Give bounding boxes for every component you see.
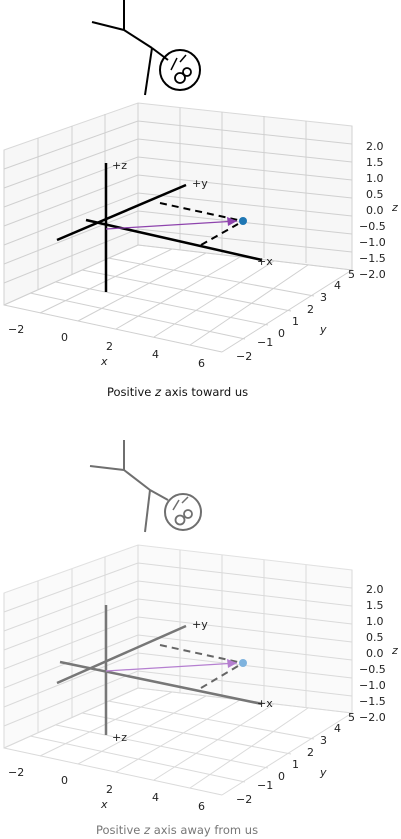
y-tick-labels: −2 −1 0 1 2 3 4 5 xyxy=(236,711,355,806)
y-tick: −2 xyxy=(236,793,252,806)
z-tick: 1.5 xyxy=(366,156,384,169)
z-tick: −0.5 xyxy=(359,220,386,233)
axis-label-plus-x: +x xyxy=(257,697,273,710)
axis-label-plus-z: +z xyxy=(112,159,127,172)
y-tick: 0 xyxy=(278,327,285,340)
grid-panes xyxy=(4,103,352,305)
y-tick: 1 xyxy=(292,758,299,771)
axis-label-plus-y: +y xyxy=(192,177,208,190)
caption-toward: Positive z axis toward us xyxy=(107,385,248,399)
z-tick: 1.0 xyxy=(366,615,384,628)
z-tick: −1.0 xyxy=(359,236,386,249)
z-axis-label: z xyxy=(391,644,398,657)
caption-away: Positive z axis away from us xyxy=(96,823,258,837)
caption-suffix: axis toward us xyxy=(161,385,248,399)
grid-panes xyxy=(4,545,352,748)
z-tick: −2.0 xyxy=(359,268,386,281)
z-tick: 1.5 xyxy=(366,599,384,612)
z-axis-label: z xyxy=(391,201,398,214)
x-tick: 4 xyxy=(152,348,159,361)
caption-prefix: Positive xyxy=(96,823,144,837)
axis-label-plus-y: +y xyxy=(192,618,208,631)
panel-away: +y +x +z 2.0 1.5 1.0 0.5 0.0 −0.5 −1.0 −… xyxy=(4,440,398,837)
x-tick: −2 xyxy=(8,323,24,336)
y-tick: 0 xyxy=(278,770,285,783)
y-tick: −1 xyxy=(257,336,273,349)
y-tick: 1 xyxy=(292,315,299,328)
y-tick: 4 xyxy=(334,279,341,292)
x-tick: 6 xyxy=(198,800,205,813)
y-tick: 2 xyxy=(307,303,314,316)
y-axis-label: y xyxy=(319,766,327,779)
z-tick: −2.0 xyxy=(359,711,386,724)
z-tick: −1.0 xyxy=(359,679,386,692)
z-tick: 2.0 xyxy=(366,583,384,596)
y-axis-label: y xyxy=(319,323,327,336)
y-tick: −1 xyxy=(257,779,273,792)
z-tick-labels: 2.0 1.5 1.0 0.5 0.0 −0.5 −1.0 −1.5 −2.0 xyxy=(359,140,386,281)
z-tick: 0.5 xyxy=(366,188,384,201)
z-tick: −1.5 xyxy=(359,695,386,708)
y-tick: 5 xyxy=(348,711,355,724)
x-tick: 4 xyxy=(152,791,159,804)
z-tick-labels: 2.0 1.5 1.0 0.5 0.0 −0.5 −1.0 −1.5 −2.0 xyxy=(359,583,386,724)
y-tick: 3 xyxy=(320,291,327,304)
z-tick: −1.5 xyxy=(359,252,386,265)
x-tick: 0 xyxy=(61,331,68,344)
z-tick: 1.0 xyxy=(366,172,384,185)
caption-suffix: axis away from us xyxy=(150,823,258,837)
observer-figure xyxy=(90,440,201,532)
x-tick: 2 xyxy=(106,340,113,353)
axis-label-plus-z: +z xyxy=(112,731,127,744)
y-tick-labels: −2 −1 0 1 2 3 4 5 xyxy=(236,268,355,363)
x-tick: 2 xyxy=(106,783,113,796)
vector-endpoint xyxy=(239,659,247,667)
z-tick: 0.0 xyxy=(366,647,384,660)
y-tick: 2 xyxy=(307,746,314,759)
x-axis-label: x xyxy=(100,355,108,368)
x-tick: 6 xyxy=(198,357,205,370)
observer-figure xyxy=(92,0,200,95)
z-tick: 0.0 xyxy=(366,204,384,217)
y-tick: 4 xyxy=(334,722,341,735)
y-tick: 3 xyxy=(320,734,327,747)
x-tick: −2 xyxy=(8,766,24,779)
panel-toward: +z +y +x 2.0 1.5 1.0 0.5 0.0 −0.5 −1.0 −… xyxy=(4,0,398,399)
z-tick: 0.5 xyxy=(366,631,384,644)
vector-endpoint xyxy=(239,217,247,225)
y-tick: 5 xyxy=(348,268,355,281)
x-tick: 0 xyxy=(61,774,68,787)
z-tick: −0.5 xyxy=(359,663,386,676)
z-tick: 2.0 xyxy=(366,140,384,153)
y-tick: −2 xyxy=(236,350,252,363)
caption-prefix: Positive xyxy=(107,385,155,399)
x-axis-label: x xyxy=(100,798,108,811)
axis-label-plus-x: +x xyxy=(257,255,273,268)
